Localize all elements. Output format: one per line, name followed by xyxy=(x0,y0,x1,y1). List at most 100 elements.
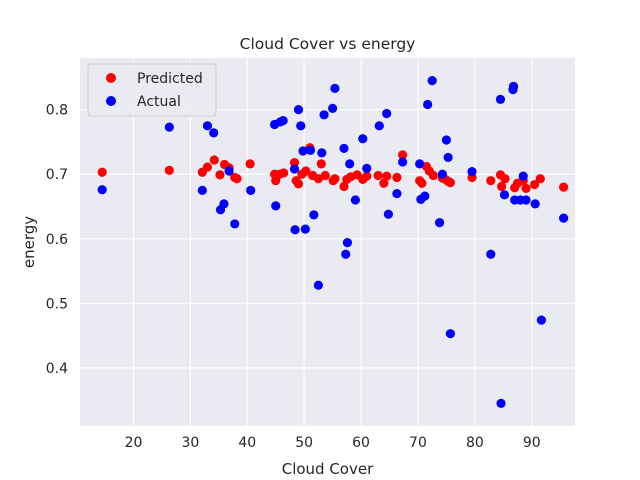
point-actual xyxy=(415,159,425,169)
point-actual xyxy=(374,121,384,131)
y-tick-label: 0.8 xyxy=(46,103,68,119)
point-actual xyxy=(271,201,281,211)
point-actual xyxy=(486,249,496,259)
point-actual xyxy=(296,121,306,131)
point-actual xyxy=(382,108,392,119)
point-predicted xyxy=(164,165,174,175)
point-actual xyxy=(339,143,349,153)
point-predicted xyxy=(530,179,540,190)
point-actual xyxy=(300,224,310,234)
y-tick-label: 0.5 xyxy=(46,296,68,312)
x-tick-label: 50 xyxy=(295,435,313,451)
point-predicted xyxy=(301,166,311,176)
point-actual xyxy=(342,238,353,248)
point-predicted xyxy=(245,159,255,169)
point-actual xyxy=(443,152,453,163)
point-predicted xyxy=(320,170,330,181)
point-predicted xyxy=(428,170,438,181)
point-actual xyxy=(434,218,445,228)
legend-marker-actual xyxy=(106,96,116,106)
x-tick-label: 30 xyxy=(181,435,199,451)
point-predicted xyxy=(202,162,213,172)
x-tick-label: 80 xyxy=(466,435,484,451)
x-tick-label: 90 xyxy=(523,435,541,451)
point-actual xyxy=(437,169,448,179)
point-actual xyxy=(345,159,355,169)
point-actual xyxy=(317,148,327,158)
legend-box xyxy=(87,63,217,117)
point-predicted xyxy=(339,181,349,192)
point-actual xyxy=(230,219,240,229)
point-predicted xyxy=(293,179,304,189)
x-tick-label: 40 xyxy=(238,435,256,451)
point-predicted xyxy=(392,172,402,183)
point-actual xyxy=(330,83,340,93)
point-predicted xyxy=(232,174,242,184)
point-predicted xyxy=(382,171,392,181)
legend-marker-predicted xyxy=(106,73,116,83)
point-actual xyxy=(219,199,229,209)
point-predicted xyxy=(316,159,326,169)
point-actual xyxy=(392,188,402,199)
point-actual xyxy=(246,185,256,195)
point-actual xyxy=(358,134,368,144)
point-actual xyxy=(508,81,519,92)
point-actual xyxy=(350,195,360,205)
point-actual xyxy=(398,157,408,167)
x-axis-title: Cloud Cover xyxy=(282,460,374,478)
point-actual xyxy=(496,398,506,409)
point-predicted xyxy=(535,174,545,184)
point-actual xyxy=(290,225,300,235)
point-actual xyxy=(97,185,107,195)
point-actual xyxy=(341,249,351,259)
point-predicted xyxy=(445,178,455,188)
point-actual xyxy=(499,190,510,200)
point-actual xyxy=(328,103,338,113)
point-predicted xyxy=(362,171,372,181)
x-tick-labels: 20 30 40 50 60 70 80 90 xyxy=(125,435,541,451)
y-tick-labels: 0.4 0.5 0.6 0.7 0.8 xyxy=(46,103,68,377)
point-actual xyxy=(289,164,300,174)
point-predicted xyxy=(330,174,340,184)
x-tick-label: 60 xyxy=(352,435,370,451)
point-actual xyxy=(420,191,430,201)
point-actual xyxy=(362,163,372,173)
y-tick-label: 0.4 xyxy=(46,361,68,377)
point-actual xyxy=(319,110,329,120)
point-actual xyxy=(530,199,540,209)
y-tick-label: 0.7 xyxy=(46,167,68,183)
point-predicted xyxy=(97,167,107,177)
point-actual xyxy=(518,171,528,181)
point-actual xyxy=(298,146,308,156)
point-actual xyxy=(467,167,477,177)
point-actual xyxy=(278,116,288,126)
point-actual xyxy=(293,105,304,115)
point-predicted xyxy=(373,170,383,181)
point-predicted xyxy=(521,183,531,194)
grid-lines xyxy=(80,58,575,426)
point-actual xyxy=(559,213,569,223)
point-actual xyxy=(495,94,506,104)
point-predicted xyxy=(215,170,225,180)
point-predicted xyxy=(417,178,427,188)
point-predicted xyxy=(500,174,510,184)
point-predicted xyxy=(209,155,219,165)
point-actual xyxy=(521,195,531,205)
point-actual xyxy=(164,122,174,132)
legend-label-predicted: Predicted xyxy=(137,71,203,87)
point-predicted xyxy=(313,174,323,184)
point-actual xyxy=(305,145,316,155)
data-points xyxy=(97,75,569,409)
point-actual xyxy=(313,280,323,290)
point-actual xyxy=(423,99,433,110)
point-actual xyxy=(224,166,234,176)
point-predicted xyxy=(279,168,289,178)
point-predicted xyxy=(559,182,569,192)
point-actual xyxy=(441,135,452,145)
chart-title: Cloud Cover vs energy xyxy=(240,35,416,53)
point-actual xyxy=(209,128,219,138)
point-actual xyxy=(202,121,213,131)
point-predicted xyxy=(289,157,300,168)
x-tick-label: 70 xyxy=(409,435,427,451)
